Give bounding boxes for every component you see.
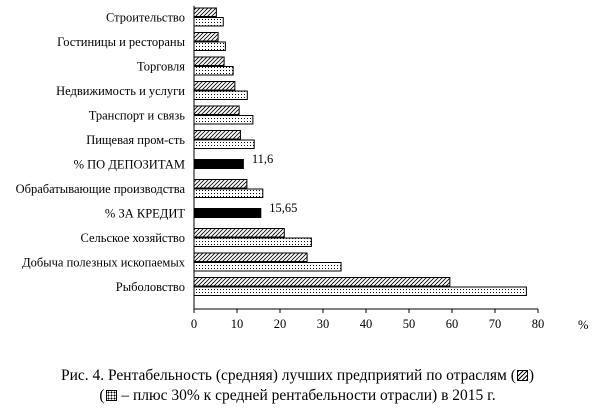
bar-dotted: [193, 17, 224, 27]
category-label: Добыча полезных ископаемых: [22, 256, 186, 270]
x-axis-unit: %: [578, 318, 588, 332]
bar-hatched: [193, 130, 241, 140]
category-label: Гостиницы и рестораны: [57, 35, 185, 49]
bar-hatched: [193, 32, 219, 42]
figure-caption-line-1: Рис. 4. Рентабельность (средняя) лучших …: [0, 366, 595, 386]
category-label: Торговля: [137, 60, 185, 74]
caption-text: Рис. 4. Рентабельность (средняя) лучших …: [60, 367, 516, 384]
caption-text: ): [528, 367, 535, 384]
bar-hatched: [193, 228, 285, 238]
x-tick-label: 40: [360, 317, 373, 331]
bar-dotted: [193, 188, 264, 198]
bar-chart: Строительство Гостиницы и рестораны Торгов…: [16, 5, 588, 332]
x-tick-label: 30: [317, 317, 330, 331]
bar-hatched: [193, 56, 225, 66]
bar-hatched: [193, 179, 248, 189]
bar-dotted: [193, 90, 248, 100]
data-label: 11,6: [252, 152, 273, 166]
category-label: Обрабатывающие производства: [16, 182, 186, 196]
bar-hatched: [193, 105, 240, 115]
bar-dotted: [193, 66, 234, 76]
x-tick-label: 80: [532, 317, 545, 331]
category-label: Рыболовство: [116, 280, 185, 294]
bar-hatched: [193, 7, 217, 17]
hatched-swatch-icon: [516, 370, 528, 381]
category-label: % ЗА КРЕДИТ: [105, 207, 185, 221]
bar-hatched: [193, 277, 451, 287]
bar-dotted: [193, 286, 527, 296]
category-label: Недвижимость и услуги: [56, 84, 185, 98]
category-label: Пищевая пром-сть: [86, 133, 185, 147]
x-tick-label: 70: [489, 317, 502, 331]
x-tick-label: 60: [446, 317, 459, 331]
bar-dotted: [193, 115, 254, 125]
bar-dotted: [193, 139, 255, 149]
category-label: Транспорт и связь: [89, 109, 186, 123]
bar-solid: [194, 208, 262, 218]
x-tick-label: 0: [191, 317, 197, 331]
bar-hatched: [193, 81, 236, 91]
bar-hatched: [193, 252, 308, 262]
x-tick-label: 50: [403, 317, 416, 331]
figure-caption-line-2: ( – плюс 30% к средней рентабельности от…: [0, 386, 595, 406]
x-tick-label: 20: [274, 317, 287, 331]
bar-dotted: [193, 262, 342, 272]
x-tick-label: 10: [231, 317, 244, 331]
bar-solid: [194, 159, 244, 169]
category-label: Строительство: [106, 11, 185, 25]
category-label: % ПО ДЕПОЗИТАМ: [74, 158, 185, 172]
caption-text: – плюс 30% к средней рентабельности отра…: [117, 387, 496, 404]
bar-dotted: [193, 41, 226, 51]
category-label: Сельское хозяйство: [80, 231, 185, 245]
dotted-swatch-icon: [105, 390, 117, 401]
bar-dotted: [193, 237, 312, 247]
data-label: 15,65: [269, 201, 297, 215]
caption-text: (: [99, 387, 105, 404]
